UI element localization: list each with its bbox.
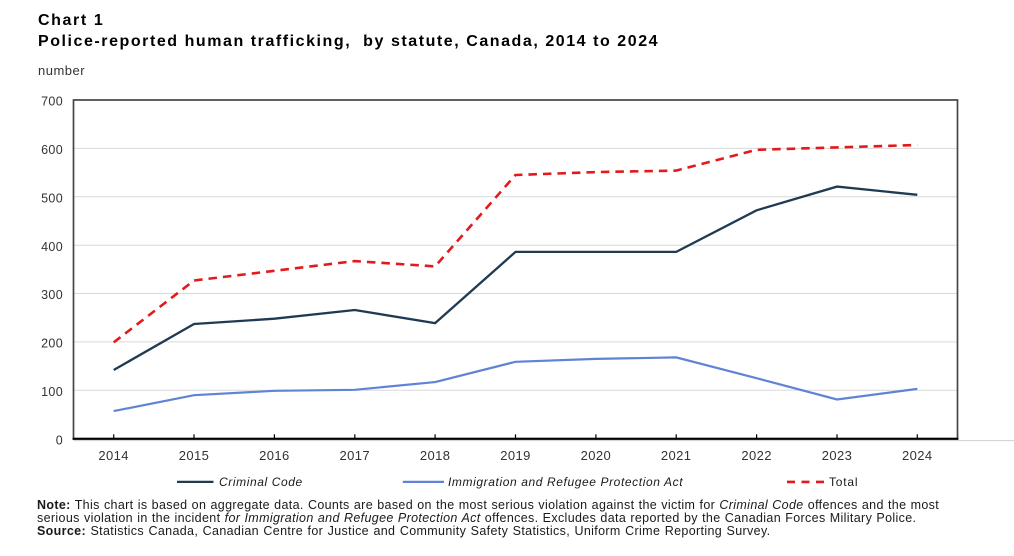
svg-text:700: 700 (41, 95, 63, 109)
svg-text:2024: 2024 (902, 448, 933, 463)
svg-text:200: 200 (41, 337, 63, 351)
svg-text:0: 0 (56, 433, 63, 447)
svg-text:Immigration and Refugee Protec: Immigration and Refugee Protection Act (448, 475, 683, 489)
svg-text:2015: 2015 (179, 448, 210, 463)
svg-text:Criminal Code: Criminal Code (219, 475, 303, 489)
svg-text:2017: 2017 (340, 448, 371, 463)
svg-text:100: 100 (41, 385, 63, 399)
svg-text:2020: 2020 (581, 448, 612, 463)
svg-text:2018: 2018 (420, 448, 451, 463)
svg-text:2019: 2019 (500, 448, 531, 463)
svg-text:2016: 2016 (259, 448, 290, 463)
svg-text:300: 300 (41, 288, 63, 302)
svg-text:500: 500 (41, 191, 63, 205)
svg-text:400: 400 (41, 240, 63, 254)
svg-text:600: 600 (41, 143, 63, 157)
svg-text:2022: 2022 (741, 448, 772, 463)
svg-text:2023: 2023 (822, 448, 853, 463)
svg-text:2014: 2014 (98, 448, 129, 463)
svg-text:2021: 2021 (661, 448, 692, 463)
svg-text:Total: Total (829, 475, 858, 489)
